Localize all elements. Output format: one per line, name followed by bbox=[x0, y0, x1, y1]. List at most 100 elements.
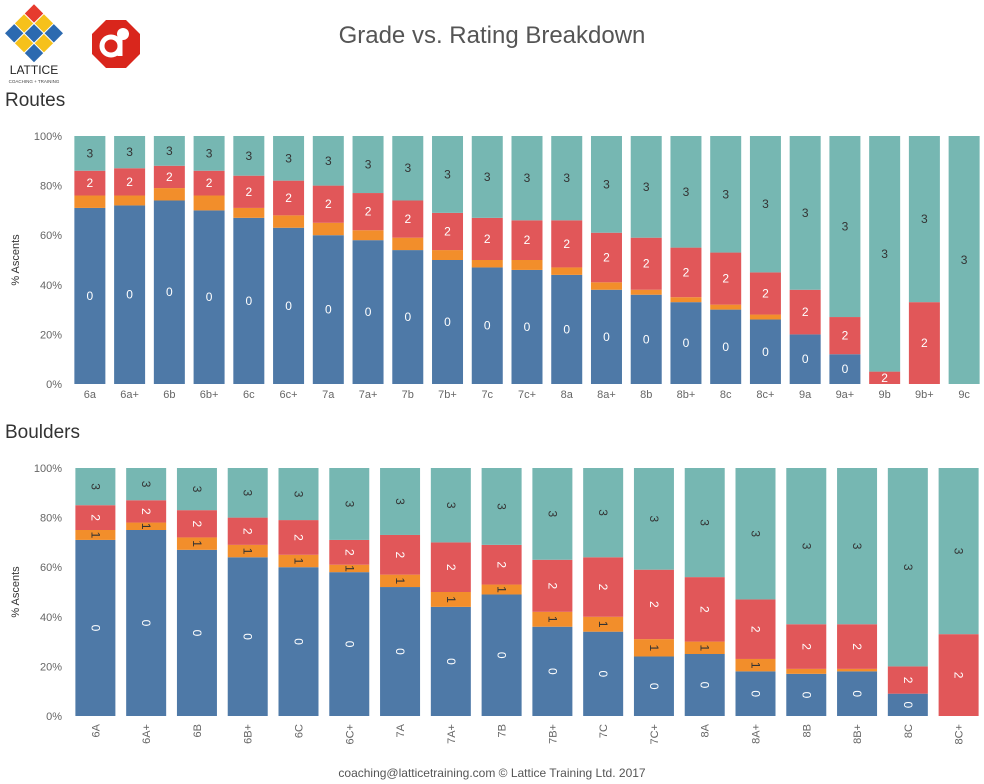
logo-subtext: COACHING + TRAINING bbox=[9, 79, 60, 84]
segment-label: 2 bbox=[643, 257, 650, 271]
bar-segment-8A-rating-3 bbox=[684, 468, 725, 578]
x-tick-label: 8b bbox=[640, 389, 652, 401]
routes-section-title: Routes bbox=[5, 90, 66, 111]
segment-label: 0 bbox=[545, 668, 559, 675]
boulders-chart: 0% 20% 40% 60% 80% 100% % Ascents 0 1 2 3 6A 0 1 2 3 6A+… bbox=[10, 463, 979, 745]
x-tick-label: 7B+ bbox=[547, 724, 559, 744]
bar-segment-8a+-rating-2 bbox=[590, 232, 622, 283]
bar-segment-8a-rating-3 bbox=[551, 136, 583, 221]
segment-label: 2 bbox=[545, 582, 559, 589]
bar-segment-7c+-rating-0 bbox=[511, 269, 543, 384]
segment-label: 1 bbox=[393, 577, 407, 584]
x-tick-label: 8c+ bbox=[756, 389, 774, 401]
bar-segment-8C-rating-3 bbox=[887, 468, 928, 667]
bar-segment-6A-rating-0 bbox=[75, 539, 116, 716]
segment-label: 3 bbox=[802, 206, 809, 220]
segment-label: 0 bbox=[139, 620, 153, 627]
x-tick-label: 6A+ bbox=[141, 724, 153, 744]
bar-segment-9c-rating-3 bbox=[948, 136, 980, 384]
x-tick-label: 8B+ bbox=[852, 724, 864, 744]
bar-segment-7B+-rating-1 bbox=[532, 611, 573, 627]
bar-segment-7A-rating-0 bbox=[380, 587, 421, 716]
segment-label: 3 bbox=[749, 530, 763, 537]
bar-segment-7a+-rating-2 bbox=[352, 193, 384, 231]
bar-segment-6a-rating-3 bbox=[74, 136, 106, 171]
bar-segment-7B+-rating-2 bbox=[532, 559, 573, 612]
bar-segment-6b+-rating-2 bbox=[193, 170, 225, 196]
segment-label: 3 bbox=[126, 145, 133, 159]
y-tick-label: 0% bbox=[46, 379, 62, 391]
routes-chart: 0% 20% 40% 60% 80% 100% % Ascents 0 2 3 6a 0 2 3 6a+ 0 2… bbox=[10, 131, 980, 401]
y-tick-label: 60% bbox=[40, 230, 62, 242]
bar-segment-8C+-rating-3 bbox=[938, 468, 979, 635]
bar-segment-6B+-rating-2 bbox=[227, 517, 268, 545]
segment-label: 2 bbox=[241, 528, 255, 535]
bar-segment-7A+-rating-1 bbox=[430, 592, 471, 607]
bar-segment-8c+-rating-3 bbox=[749, 136, 781, 273]
x-tick-label: 7C bbox=[598, 724, 610, 738]
y-tick-label: 40% bbox=[40, 612, 62, 624]
bar-segment-7C+-rating-1 bbox=[633, 639, 674, 657]
bar-segment-6c+-rating-1 bbox=[273, 215, 305, 228]
bar-segment-8A+-rating-1 bbox=[735, 658, 776, 672]
segment-label: 2 bbox=[596, 584, 610, 591]
segment-label: 0 bbox=[842, 362, 849, 376]
bar-segment-6c+-rating-2 bbox=[273, 180, 305, 216]
bar-segment-9b+-rating-2 bbox=[908, 302, 940, 384]
bar-segment-8c-rating-1 bbox=[710, 304, 742, 310]
segment-label: 0 bbox=[245, 294, 252, 308]
bar-segment-6b-rating-1 bbox=[153, 188, 185, 201]
y-tick-label: 40% bbox=[40, 280, 62, 292]
segment-label: 3 bbox=[643, 180, 650, 194]
segment-label: 3 bbox=[484, 170, 491, 184]
segment-label: 2 bbox=[190, 520, 204, 527]
segment-label: 0 bbox=[850, 690, 864, 697]
segment-label: 3 bbox=[325, 154, 332, 168]
bar-segment-7b+-rating-0 bbox=[432, 260, 464, 384]
bar-segment-8b+-rating-2 bbox=[670, 247, 702, 298]
bar-segment-7b-rating-1 bbox=[392, 237, 424, 251]
segment-label: 1 bbox=[342, 565, 356, 572]
bar-segment-6A-rating-1 bbox=[75, 530, 116, 540]
segment-label: 3 bbox=[88, 483, 102, 490]
segment-label: 1 bbox=[749, 662, 763, 669]
segment-label: 2 bbox=[88, 514, 102, 521]
bar-segment-7a-rating-2 bbox=[312, 185, 344, 223]
bar-segment-8a+-rating-3 bbox=[590, 136, 622, 233]
segment-label: 0 bbox=[166, 285, 173, 299]
segment-label: 1 bbox=[545, 616, 559, 623]
segment-label: 3 bbox=[166, 144, 173, 158]
bar-segment-7C+-rating-0 bbox=[633, 656, 674, 716]
segment-label: 0 bbox=[647, 683, 661, 690]
segment-label: 3 bbox=[444, 167, 451, 181]
segment-label: 0 bbox=[292, 638, 306, 645]
segment-label: 3 bbox=[495, 503, 509, 510]
bar-segment-6c-rating-0 bbox=[233, 217, 265, 384]
segment-label: 3 bbox=[292, 491, 306, 498]
bar-segment-6a+-rating-2 bbox=[114, 168, 146, 196]
segment-label: 0 bbox=[524, 320, 531, 334]
bar-segment-6A+-rating-3 bbox=[126, 468, 167, 501]
x-tick-label: 6A bbox=[90, 723, 102, 737]
bar-segment-6c+-rating-0 bbox=[273, 227, 305, 384]
x-tick-label: 9a bbox=[799, 389, 812, 401]
x-tick-label: 7a bbox=[322, 389, 335, 401]
bar-segment-6A-rating-3 bbox=[75, 468, 116, 506]
segment-label: 3 bbox=[444, 502, 458, 509]
segment-label: 3 bbox=[921, 212, 928, 226]
bar-segment-6B+-rating-3 bbox=[227, 468, 268, 518]
bar-segment-8A-rating-2 bbox=[684, 577, 725, 642]
x-tick-label: 8a+ bbox=[597, 389, 616, 401]
segment-label: 2 bbox=[603, 251, 610, 265]
segment-label: 3 bbox=[647, 515, 661, 522]
x-tick-label: 7C+ bbox=[649, 724, 661, 745]
bar-segment-6C-rating-2 bbox=[278, 520, 319, 555]
segment-label: 2 bbox=[647, 601, 661, 608]
segment-label: 2 bbox=[245, 185, 252, 199]
segment-label: 2 bbox=[166, 170, 173, 184]
y-tick-label: 80% bbox=[40, 513, 62, 525]
bar-segment-6c-rating-2 bbox=[233, 175, 265, 208]
bar-segment-7c+-rating-3 bbox=[511, 136, 543, 221]
segment-label: 3 bbox=[683, 185, 690, 199]
segment-label: 2 bbox=[683, 265, 690, 279]
